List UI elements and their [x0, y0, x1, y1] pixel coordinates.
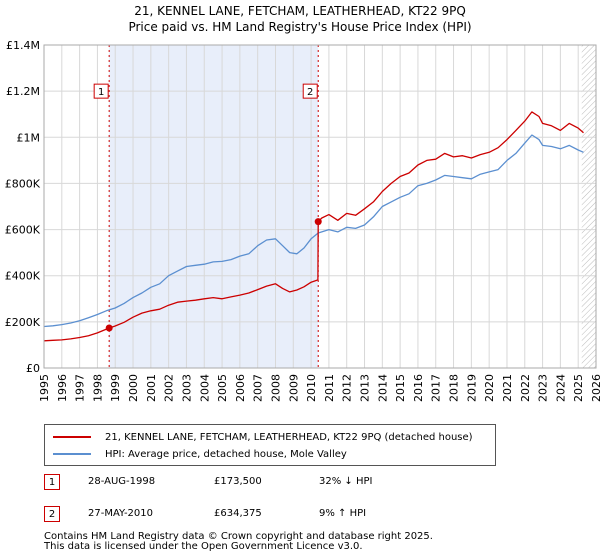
- x-tick-label: 1995: [38, 374, 51, 402]
- x-tick-label: 2025: [572, 374, 585, 402]
- x-tick-label: 1999: [109, 374, 122, 402]
- y-tick-label: £1.4M: [6, 39, 40, 52]
- x-tick-label: 1998: [91, 374, 104, 402]
- footer-licence: This data is licensed under the Open Gov…: [44, 541, 363, 552]
- sale-point: [314, 218, 322, 226]
- x-tick-label: 2010: [305, 374, 318, 402]
- sale-number-badge: 2: [44, 506, 60, 522]
- x-tick-label: 2016: [412, 374, 425, 402]
- sale-point: [105, 324, 113, 332]
- sale-price: £173,500: [214, 476, 262, 487]
- y-tick-label: £0: [26, 362, 40, 375]
- x-tick-label: 2021: [501, 374, 514, 402]
- x-tick-label: 2017: [430, 374, 443, 402]
- x-tick-label: 2004: [198, 374, 211, 402]
- sale-date: 27-MAY-2010: [88, 508, 154, 519]
- x-tick-label: 2006: [234, 374, 247, 402]
- x-tick-label: 2024: [554, 374, 567, 402]
- legend-swatch-hpi: [53, 453, 91, 455]
- footer-copyright: Contains HM Land Registry data © Crown c…: [44, 531, 433, 542]
- x-tick-label: 2002: [163, 374, 176, 402]
- y-tick-label: £200K: [5, 316, 41, 329]
- x-tick-label: 2026: [590, 374, 600, 402]
- sale-hpi-diff: 32% ↓ HPI: [319, 476, 373, 487]
- forecast-hatch: [581, 45, 596, 368]
- chart-legend: 21, KENNEL LANE, FETCHAM, LEATHERHEAD, K…: [44, 424, 496, 466]
- sale-row: 1 28-AUG-1998 £173,500 32% ↓ HPI: [44, 474, 564, 494]
- x-tick-label: 2023: [537, 374, 550, 402]
- x-tick-label: 2020: [483, 374, 496, 402]
- sale-marker-box: [93, 83, 109, 99]
- property-series-line: [43, 111, 584, 342]
- x-tick-label: 2009: [287, 374, 300, 402]
- chart-subtitle: Price paid vs. HM Land Registry's House …: [128, 20, 472, 34]
- legend-item-property: 21, KENNEL LANE, FETCHAM, LEATHERHEAD, K…: [53, 429, 473, 445]
- sale-number-badge: 1: [44, 474, 60, 490]
- ownership-shade: [109, 45, 319, 368]
- x-tick-label: 2013: [359, 374, 372, 402]
- x-tick-label: 2014: [376, 374, 389, 402]
- sale-marker-box: [302, 83, 318, 99]
- y-tick-label: £1M: [17, 131, 41, 144]
- legend-label-property: 21, KENNEL LANE, FETCHAM, LEATHERHEAD, K…: [105, 431, 473, 443]
- x-tick-label: 2019: [465, 374, 478, 402]
- hpi-series-line: [43, 134, 584, 328]
- x-tick-label: 2007: [252, 374, 265, 402]
- x-tick-label: 2001: [145, 374, 158, 402]
- plot-border: [43, 44, 597, 369]
- x-tick-label: 2000: [127, 374, 140, 402]
- legend-item-hpi: HPI: Average price, detached house, Mole…: [53, 446, 347, 462]
- sale-marker-label: 1: [98, 87, 104, 98]
- x-tick-label: 2022: [519, 374, 532, 402]
- y-tick-label: £1.2M: [6, 85, 40, 98]
- x-tick-label: 2012: [341, 374, 354, 402]
- legend-swatch-property: [53, 436, 91, 438]
- y-tick-label: £400K: [5, 270, 41, 283]
- sale-marker-label: 2: [307, 87, 313, 98]
- sale-row: 2 27-MAY-2010 £634,375 9% ↑ HPI: [44, 506, 564, 526]
- y-tick-label: £600K: [5, 224, 41, 237]
- sale-date: 28-AUG-1998: [88, 476, 156, 487]
- chart-title: 21, KENNEL LANE, FETCHAM, LEATHERHEAD, K…: [134, 4, 466, 18]
- y-tick-label: £800K: [5, 177, 41, 190]
- legend-label-hpi: HPI: Average price, detached house, Mole…: [105, 448, 347, 460]
- x-tick-label: 1997: [74, 374, 87, 402]
- x-tick-label: 2015: [394, 374, 407, 402]
- sale-hpi-diff: 9% ↑ HPI: [319, 508, 367, 519]
- footer-notice: Contains HM Land Registry data © Crown c…: [44, 532, 433, 552]
- x-tick-label: 1996: [56, 374, 69, 402]
- price-chart: £0 £200K £400K £600K £800K £1M £1.2M £1.4M 1995 1…: [5, 39, 600, 402]
- x-tick-label: 2003: [180, 374, 193, 402]
- x-tick-label: 2018: [448, 374, 461, 402]
- x-tick-label: 2005: [216, 374, 229, 402]
- x-tick-label: 2008: [269, 374, 282, 402]
- sale-price: £634,375: [214, 508, 262, 519]
- x-tick-label: 2011: [323, 374, 336, 402]
